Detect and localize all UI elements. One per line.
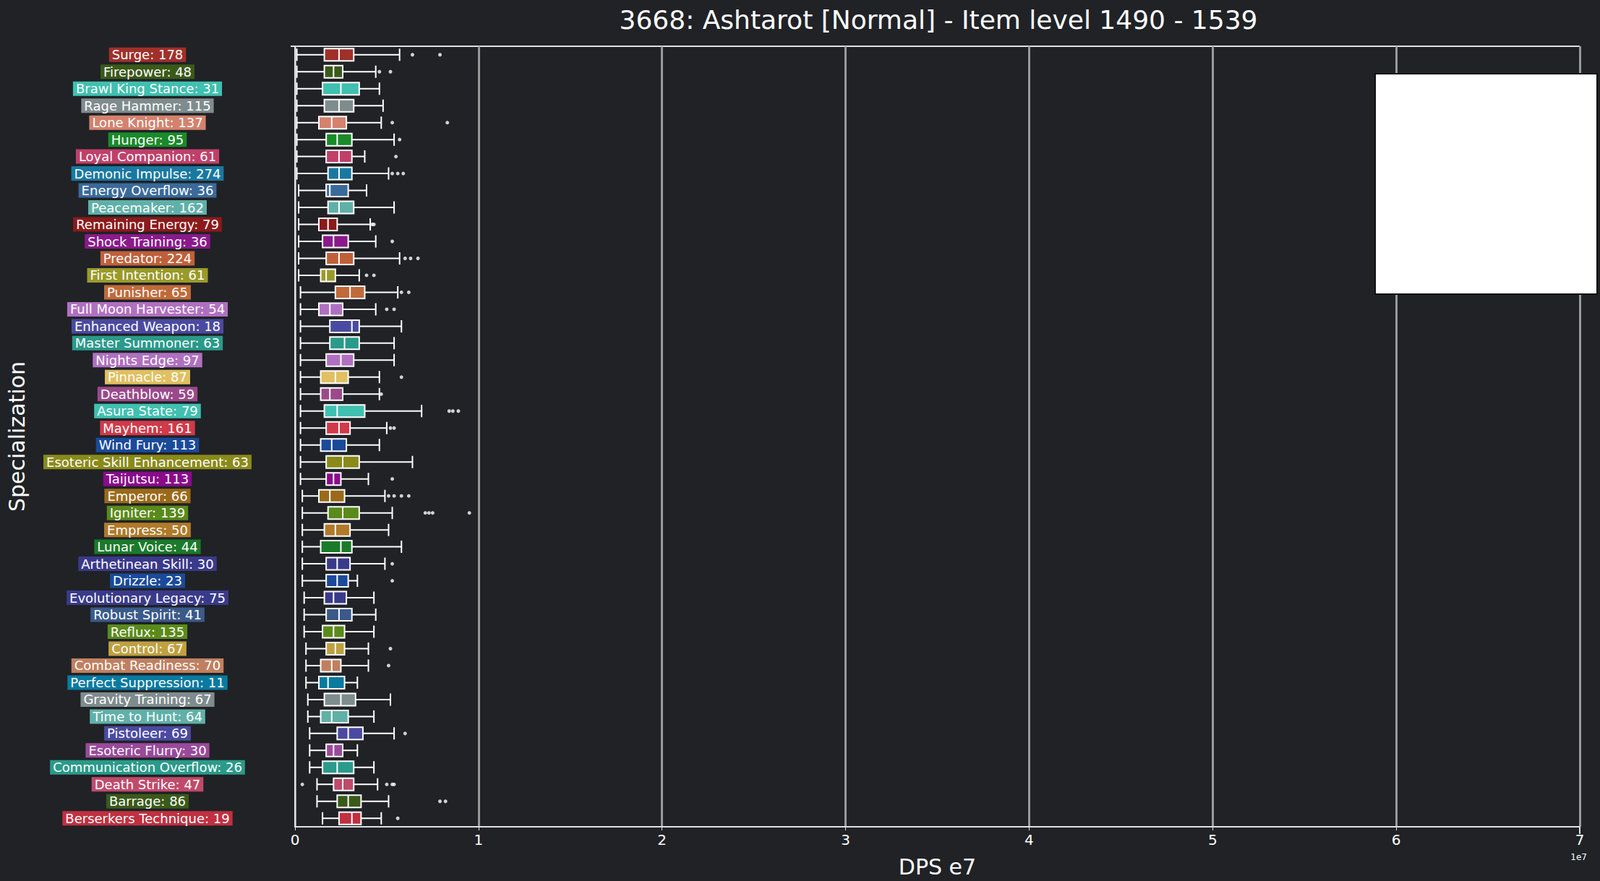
svg-text:Energy Overflow: 36: Energy Overflow: 36 xyxy=(81,182,215,199)
svg-text:Drizzle: 23: Drizzle: 23 xyxy=(112,573,183,589)
svg-text:Demonic Impulse: 274: Demonic Impulse: 274 xyxy=(74,166,222,182)
svg-text:Control: 67: Control: 67 xyxy=(111,641,184,657)
svg-text:0: 0 xyxy=(290,831,301,849)
svg-text:Deathblow: 59: Deathblow: 59 xyxy=(100,386,195,402)
svg-text:Berserkers Technique: 19: Berserkers Technique: 19 xyxy=(65,811,230,827)
svg-text:Reflux: 135: Reflux: 135 xyxy=(110,624,185,640)
svg-text:Lone Knight: 137: Lone Knight: 137 xyxy=(91,114,203,131)
svg-text:Punisher: 65: Punisher: 65 xyxy=(107,284,188,301)
svg-text:Nights Edge: 97: Nights Edge: 97 xyxy=(95,352,199,369)
svg-text:Evolutionary Legacy: 75: Evolutionary Legacy: 75 xyxy=(69,590,226,606)
svg-text:1e7: 1e7 xyxy=(1570,852,1587,863)
svg-text:Emperor: 66: Emperor: 66 xyxy=(107,488,188,504)
svg-text:Mayhem: 161: Mayhem: 161 xyxy=(102,420,192,436)
svg-text:Hunger: 95: Hunger: 95 xyxy=(111,132,185,148)
svg-text:First Intention: 61: First Intention: 61 xyxy=(89,267,205,283)
svg-text:Firepower: 48: Firepower: 48 xyxy=(103,64,192,80)
svg-text:Surge: 178: Surge: 178 xyxy=(112,46,184,63)
svg-text:Combat Readiness: 70: Combat Readiness: 70 xyxy=(74,657,222,674)
svg-text:Robust Spirit: 41: Robust Spirit: 41 xyxy=(93,607,202,623)
svg-text:Barrage: 86: Barrage: 86 xyxy=(109,793,186,810)
svg-text:Pinnacle: 87: Pinnacle: 87 xyxy=(107,369,188,385)
svg-text:Asura State: 79: Asura State: 79 xyxy=(96,403,199,419)
svg-text:Specialization: Specialization xyxy=(4,361,30,512)
svg-text:Brawl King Stance: 31: Brawl King Stance: 31 xyxy=(75,80,220,97)
svg-text:Empress: 50: Empress: 50 xyxy=(107,522,188,538)
svg-text:Taijutsu: 113: Taijutsu: 113 xyxy=(105,471,189,487)
svg-text:DPS e7: DPS e7 xyxy=(898,854,977,880)
svg-text:4: 4 xyxy=(1024,831,1034,849)
svg-text:Full Moon Harvester: 54: Full Moon Harvester: 54 xyxy=(70,301,225,317)
svg-text:Loyal Companion: 61: Loyal Companion: 61 xyxy=(78,148,217,165)
svg-text:Predator: 224: Predator: 224 xyxy=(103,250,192,267)
svg-text:Peacemaker: 162: Peacemaker: 162 xyxy=(91,200,204,216)
svg-text:Lunar Voice: 44: Lunar Voice: 44 xyxy=(96,539,198,555)
svg-text:Death Strike: 47: Death Strike: 47 xyxy=(94,777,201,793)
svg-text:Communication Overflow: 26: Communication Overflow: 26 xyxy=(52,759,243,776)
svg-text:3668: Ashtarot [Normal] - Item: 3668: Ashtarot [Normal] - Item level 149… xyxy=(619,5,1259,35)
svg-text:5: 5 xyxy=(1208,831,1218,849)
svg-text:Wind Fury: 113: Wind Fury: 113 xyxy=(99,437,197,453)
svg-text:1: 1 xyxy=(473,831,483,849)
svg-text:Pistoleer: 69: Pistoleer: 69 xyxy=(107,725,188,742)
svg-text:2: 2 xyxy=(657,831,667,849)
svg-text:Time to Hunt: 64: Time to Hunt: 64 xyxy=(91,709,203,725)
svg-text:Shock Training: 36: Shock Training: 36 xyxy=(87,234,208,250)
svg-text:Arthetinean Skill: 30: Arthetinean Skill: 30 xyxy=(80,556,215,572)
svg-text:Rage Hammer: 115: Rage Hammer: 115 xyxy=(83,98,211,114)
svg-text:7: 7 xyxy=(1575,831,1585,849)
svg-text:3: 3 xyxy=(840,831,851,849)
svg-text:Igniter: 139: Igniter: 139 xyxy=(109,505,186,521)
svg-text:Remaining Energy: 79: Remaining Energy: 79 xyxy=(75,216,220,233)
svg-text:Enhanced Weapon: 18: Enhanced Weapon: 18 xyxy=(74,318,221,335)
svg-text:Esoteric Flurry: 30: Esoteric Flurry: 30 xyxy=(88,743,207,759)
svg-text:Esoteric Skill Enhancement: 63: Esoteric Skill Enhancement: 63 xyxy=(46,454,249,470)
svg-text:6: 6 xyxy=(1391,831,1402,849)
svg-text:Gravity Training: 67: Gravity Training: 67 xyxy=(83,691,212,708)
svg-text:Perfect Suppression: 11: Perfect Suppression: 11 xyxy=(70,675,225,691)
svg-text:Master Summoner: 63: Master Summoner: 63 xyxy=(75,335,220,351)
